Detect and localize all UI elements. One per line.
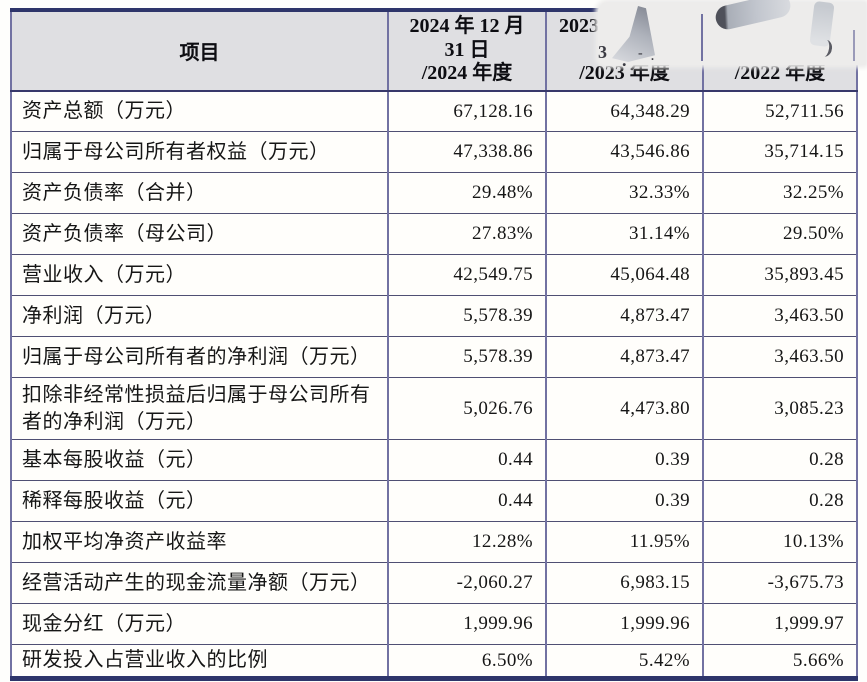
row-label: 加权平均净资产收益率 bbox=[10, 521, 389, 564]
value-2023: 45,064.48 bbox=[545, 254, 704, 297]
financial-summary-table-wrap: 项目 2024 年 12 月 31 日 /2024 年度 2023 /2023 … bbox=[10, 0, 866, 682]
value-2024: 0.44 bbox=[387, 439, 547, 482]
header-2022-line1: /2022 年度 bbox=[734, 62, 826, 85]
row-label: 归属于母公司所有者的净利润（万元） bbox=[10, 336, 389, 379]
value-2024: 6.50% bbox=[387, 644, 547, 680]
table-body: 资产总额（万元） 67,128.16 64,348.29 52,711.56 归… bbox=[10, 90, 858, 680]
row-label: 现金分红（万元） bbox=[10, 603, 389, 646]
value-2024: 42,549.75 bbox=[387, 254, 547, 297]
row-label: 研发投入占营业收入的比例 bbox=[10, 644, 389, 680]
value-2022: 35,893.45 bbox=[702, 254, 858, 297]
value-2024: 29.48% bbox=[387, 172, 547, 215]
header-2024-column: 2024 年 12 月 31 日 /2024 年度 bbox=[387, 9, 547, 92]
table-row: 净利润（万元） 5,578.39 4,873.47 3,463.50 bbox=[10, 295, 858, 338]
financial-summary-table: 项目 2024 年 12 月 31 日 /2024 年度 2023 /2023 … bbox=[10, 8, 858, 682]
row-label: 净利润（万元） bbox=[10, 295, 389, 338]
value-2022: 0.28 bbox=[702, 439, 858, 482]
table-row: 现金分红（万元） 1,999.96 1,999.96 1,999.97 bbox=[10, 603, 858, 646]
row-label: 营业收入（万元） bbox=[10, 254, 389, 297]
table-row: 资产总额（万元） 67,128.16 64,348.29 52,711.56 bbox=[10, 90, 858, 133]
value-2024: 47,338.86 bbox=[387, 131, 547, 174]
value-2022: 5.66% bbox=[702, 644, 858, 680]
row-label: 资产总额（万元） bbox=[10, 90, 389, 133]
header-2023-line2: /2023 年度 bbox=[579, 62, 670, 85]
header-2024-line2: 31 日 bbox=[444, 38, 490, 61]
row-label: 资产负债率（母公司） bbox=[10, 213, 389, 256]
header-2023-line1: 2023 bbox=[559, 15, 599, 37]
value-2024: 1,999.96 bbox=[387, 603, 547, 646]
header-item-column: 项目 bbox=[10, 9, 389, 92]
value-2022: 10.13% bbox=[702, 521, 858, 564]
value-2024: -2,060.27 bbox=[387, 562, 547, 605]
header-item-label: 项目 bbox=[179, 42, 220, 65]
value-2022: 32.25% bbox=[702, 172, 858, 215]
column-divider-line bbox=[701, 14, 703, 61]
obscured-text-remnant: - bbox=[638, 46, 643, 61]
value-2022: 3,463.50 bbox=[702, 295, 858, 338]
table-row: 资产负债率（合并） 29.48% 32.33% 32.25% bbox=[10, 172, 858, 215]
obscured-text-remnant: . bbox=[622, 50, 627, 70]
table-row: 研发投入占营业收入的比例 6.50% 5.42% 5.66% bbox=[10, 644, 858, 680]
value-2023: 4,873.47 bbox=[545, 295, 704, 338]
row-label: 资产负债率（合并） bbox=[10, 172, 389, 215]
obscured-text-remnant: 3 bbox=[598, 42, 607, 62]
value-2024: 5,578.39 bbox=[387, 295, 547, 338]
value-2022: 29.50% bbox=[702, 213, 858, 256]
table-row: 资产负债率（母公司） 27.83% 31.14% 29.50% bbox=[10, 213, 858, 256]
value-2024: 27.83% bbox=[387, 213, 547, 256]
value-2023: 4,873.47 bbox=[545, 336, 704, 379]
row-label: 经营活动产生的现金流量净额（万元） bbox=[10, 562, 389, 605]
value-2023: 32.33% bbox=[545, 172, 704, 215]
value-2023: 4,473.80 bbox=[545, 377, 704, 441]
value-2024: 67,128.16 bbox=[387, 90, 547, 133]
table-row: 基本每股收益（元） 0.44 0.39 0.28 bbox=[10, 439, 858, 482]
value-2022: 35,714.15 bbox=[702, 131, 858, 174]
value-2022: 1,999.97 bbox=[702, 603, 858, 646]
header-2024-line1: 2024 年 12 月 bbox=[409, 15, 525, 37]
value-2024: 12.28% bbox=[387, 521, 547, 564]
value-2024: 5,026.76 bbox=[387, 377, 547, 441]
obscured-text-remnant: . bbox=[651, 49, 654, 63]
table-row: 稀释每股收益（元） 0.44 0.39 0.28 bbox=[10, 480, 858, 523]
row-label: 稀释每股收益（元） bbox=[10, 480, 389, 523]
value-2023: 0.39 bbox=[545, 439, 704, 482]
row-label: 扣除非经常性损益后归属于母公司所有者的净利润（万元） bbox=[10, 377, 389, 441]
value-2023: 43,546.86 bbox=[545, 131, 704, 174]
table-row: 归属于母公司所有者权益（万元） 47,338.86 43,546.86 35,7… bbox=[10, 131, 858, 174]
row-label: 归属于母公司所有者权益（万元） bbox=[10, 131, 389, 174]
value-2023: 31.14% bbox=[545, 213, 704, 256]
value-2023: 0.39 bbox=[545, 480, 704, 523]
value-2022: 52,711.56 bbox=[702, 90, 858, 133]
value-2023: 5.42% bbox=[545, 644, 704, 680]
value-2023: 6,983.15 bbox=[545, 562, 704, 605]
value-2024: 0.44 bbox=[387, 480, 547, 523]
table-right-border-segment bbox=[853, 30, 855, 61]
table-row: 营业收入（万元） 42,549.75 45,064.48 35,893.45 bbox=[10, 254, 858, 297]
table-row: 归属于母公司所有者的净利润（万元） 5,578.39 4,873.47 3,46… bbox=[10, 336, 858, 379]
value-2024: 5,578.39 bbox=[387, 336, 547, 379]
value-2023: 1,999.96 bbox=[545, 603, 704, 646]
value-2022: -3,675.73 bbox=[702, 562, 858, 605]
table-row: 加权平均净资产收益率 12.28% 11.95% 10.13% bbox=[10, 521, 858, 564]
value-2023: 64,348.29 bbox=[545, 90, 704, 133]
value-2022: 3,085.23 bbox=[702, 377, 858, 441]
table-row: 经营活动产生的现金流量净额（万元） -2,060.27 6,983.15 -3,… bbox=[10, 562, 858, 605]
value-2022: 0.28 bbox=[702, 480, 858, 523]
table-row: 扣除非经常性损益后归属于母公司所有者的净利润（万元） 5,026.76 4,47… bbox=[10, 377, 858, 441]
value-2022: 3,463.50 bbox=[702, 336, 858, 379]
header-2024-line3: /2024 年度 bbox=[421, 62, 513, 85]
row-label: 基本每股收益（元） bbox=[10, 439, 389, 482]
value-2023: 11.95% bbox=[545, 521, 704, 564]
